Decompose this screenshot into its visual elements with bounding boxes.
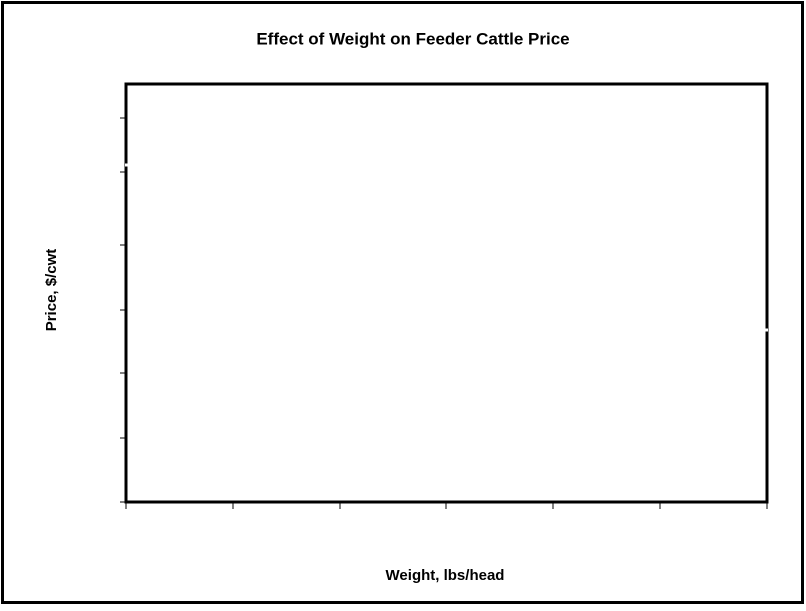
y-axis-ticks	[120, 117, 126, 503]
y-axis-label: Price, $/cwt	[43, 249, 60, 332]
x-axis-ticks	[125, 502, 768, 509]
x-axis-label: Weight, lbs/head	[386, 567, 505, 584]
plot-area	[124, 82, 769, 504]
chart-title: Effect of Weight on Feeder Cattle Price	[256, 29, 569, 48]
